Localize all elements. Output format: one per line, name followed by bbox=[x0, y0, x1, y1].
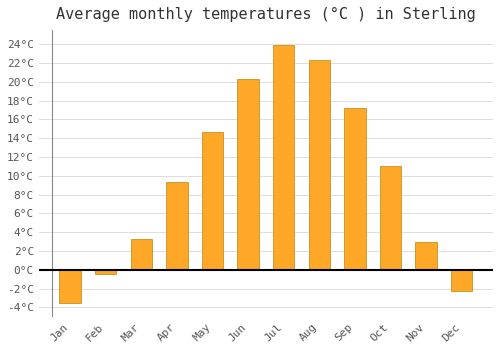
Bar bbox=[273, 45, 294, 270]
Bar bbox=[380, 166, 401, 270]
Bar bbox=[451, 270, 472, 292]
Bar bbox=[202, 132, 223, 270]
Title: Average monthly temperatures (°C ) in Sterling: Average monthly temperatures (°C ) in St… bbox=[56, 7, 476, 22]
Bar bbox=[166, 182, 188, 270]
Bar bbox=[416, 241, 437, 270]
Bar bbox=[308, 60, 330, 270]
Bar bbox=[95, 270, 116, 274]
Bar bbox=[130, 239, 152, 270]
Bar bbox=[60, 270, 81, 303]
Bar bbox=[238, 79, 259, 270]
Bar bbox=[344, 108, 366, 270]
